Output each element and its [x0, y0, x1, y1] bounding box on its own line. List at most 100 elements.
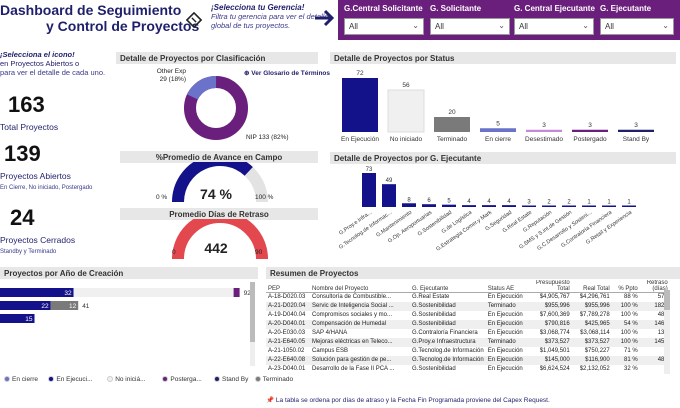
status-bar-value: 3 — [634, 122, 638, 129]
donut-slice-other[interactable] — [181, 73, 250, 142]
table-cell: 54 % — [611, 319, 640, 329]
year-bar-no-iniciado[interactable] — [73, 288, 234, 297]
ejecutante-bar[interactable] — [502, 205, 516, 207]
table-cell: 81 % — [611, 355, 640, 365]
ejecutante-bar[interactable] — [362, 173, 376, 207]
scrollbar-thumb[interactable] — [250, 282, 255, 342]
ejecutante-bar[interactable] — [462, 205, 476, 207]
legend-dot — [4, 376, 10, 383]
classification-donut[interactable] — [180, 72, 252, 144]
filter-central-ejecutante[interactable]: G. Central Ejecutante All ⌄ — [514, 4, 595, 36]
filter-ejecutante[interactable]: G. Ejecutante All ⌄ — [600, 4, 674, 36]
ejecutante-bar[interactable] — [602, 205, 616, 208]
table-header-cell[interactable]: Presupuesto Total — [529, 280, 572, 293]
tag-icon[interactable] — [185, 11, 203, 29]
table-cell: En Ejecución — [487, 366, 523, 372]
status-bar[interactable] — [572, 129, 608, 132]
gauge-fill — [172, 219, 268, 260]
scrollbar-thumb[interactable] — [664, 290, 670, 310]
search-icon: ⊕ — [244, 70, 252, 77]
table-header-cell[interactable]: % Ppto — [611, 280, 640, 293]
filter-label: G. Central Ejecutante — [514, 4, 595, 13]
glossary-label: Ver Glosario de Términos — [251, 70, 331, 77]
table-row[interactable]: A-21-1050.02 Campus ESB G.Tecnolog.de Info… — [266, 347, 670, 356]
resumen-table-wrap[interactable]: PEP Nombre del Proyecto G. Ejecutante Statu… — [266, 280, 680, 390]
table-header-cell[interactable]: Nombre del Proyecto — [310, 280, 410, 293]
status-bar[interactable] — [526, 129, 562, 132]
avance-min: 0 % — [156, 194, 168, 201]
status-bar[interactable] — [342, 78, 378, 132]
table-header-cell[interactable]: Retraso (días) — [639, 280, 670, 293]
scrollbar[interactable] — [250, 282, 255, 366]
status-bar[interactable] — [618, 129, 654, 132]
filter-central-solicitante[interactable]: G.Central Solicitante All ⌄ — [344, 4, 424, 36]
table-header-cell[interactable]: Real Total — [571, 280, 612, 293]
ejecutante-bar[interactable] — [522, 205, 536, 208]
table-cell: G.Tecnolog.de Información — [410, 355, 486, 365]
ejecutante-bar-value: 4 — [467, 199, 471, 205]
table-cell: $3,068,774 — [539, 330, 570, 336]
chevron-down-icon: ⌄ — [412, 21, 419, 30]
table-row[interactable]: A-21-E640.05 Mejoras eléctricas en Teleco… — [266, 337, 670, 347]
legend-item[interactable]: Posterga... — [162, 376, 202, 383]
closed-projects-sub: Standby y Terminado — [0, 249, 57, 255]
legend-item[interactable]: En cierre — [4, 376, 38, 383]
year-bar-total: 41 — [82, 303, 90, 310]
table-scrollbar[interactable] — [664, 290, 670, 374]
table-row[interactable]: A-18-D020.03 Consultoría de Combustible..… — [266, 293, 670, 302]
table-row[interactable]: A-23-D040.01 Desarrollo de la Fase II PCA… — [266, 365, 670, 374]
resumen-footnote: 📌 La tabla se ordena por días de atraso … — [266, 396, 550, 404]
status-bar[interactable] — [480, 128, 516, 132]
ejecutante-bar[interactable] — [482, 205, 496, 207]
year-bar-postergado[interactable] — [233, 288, 240, 297]
table-row[interactable]: A-21-D020.04 Servic de Inteligencia Socia… — [266, 301, 670, 311]
ejecutante-bar[interactable] — [542, 205, 556, 208]
legend-item[interactable]: Stand By — [214, 376, 248, 383]
filter-dropdown[interactable]: All ⌄ — [430, 18, 510, 35]
legend-dot — [48, 376, 55, 383]
glossary-link[interactable]: ⊕ Ver Glosario de Términos — [244, 69, 330, 77]
table-row[interactable]: A-20-D040.01 Compensación de Humedal G.Sos… — [266, 319, 670, 329]
ejecutante-bar[interactable] — [622, 205, 636, 208]
legend-item[interactable]: Terminado — [254, 376, 293, 383]
table-cell: G.Sostenibilidad — [410, 319, 486, 329]
year-bar-ejecucion[interactable] — [0, 301, 51, 310]
table-header-cell[interactable]: PEP — [266, 280, 310, 293]
ejecutante-bar[interactable] — [582, 205, 596, 208]
ejecutante-bar[interactable] — [382, 184, 396, 207]
table-row[interactable]: A-20-E030.03 SAP 4/HANA G.Contraloría Fina… — [266, 329, 670, 338]
total-projects-label: Total Proyectos — [0, 122, 59, 132]
open-projects-value[interactable]: 139 — [4, 141, 41, 166]
year-bar-terminado[interactable] — [50, 301, 79, 310]
ejecutante-bar[interactable] — [442, 204, 456, 207]
ejecutante-bar[interactable] — [562, 205, 576, 208]
year-bar-ejecucion[interactable] — [0, 314, 35, 323]
legend-item[interactable]: No iniciá... — [107, 376, 146, 383]
table-header-cell[interactable]: Status AE — [485, 280, 530, 293]
closed-projects-value[interactable]: 24 — [10, 205, 35, 230]
legend-item[interactable]: En Ejecuci... — [48, 376, 93, 383]
table-row[interactable]: A-22-E640.08 Solución para gestión de pe.… — [266, 355, 670, 365]
avance-title: %Promedio de Avance en Campo — [120, 151, 318, 163]
table-cell: $116,900 — [571, 355, 612, 365]
ejecutante-bar-value: 5 — [447, 199, 451, 205]
ejecutante-bar-chart: 73G.Proy.e Infra...49G.Tecnolog.de Infor… — [338, 167, 636, 253]
table-header-cell[interactable]: G. Ejecutante — [410, 280, 486, 293]
filter-solicitante[interactable]: G. Solicitante All ⌄ — [430, 4, 510, 36]
status-bar[interactable] — [434, 117, 470, 132]
kpi-note-line: en Proyectos Abiertos o — [0, 59, 80, 68]
filter-dropdown[interactable]: All ⌄ — [344, 18, 424, 35]
ejecutante-bar-value: 73 — [366, 167, 373, 173]
table-cell: 1456 — [639, 337, 670, 347]
ejecutante-bar[interactable] — [422, 204, 436, 207]
status-bar[interactable] — [387, 89, 425, 133]
ejecutante-bar[interactable] — [402, 203, 416, 207]
table-row[interactable]: A-19-D040.04 Compromisos sociales y mo...… — [266, 311, 670, 320]
ejecutante-bar-value: 2 — [567, 200, 571, 206]
filter-dropdown[interactable]: All ⌄ — [514, 18, 594, 35]
ejecutante-bar-value: 4 — [507, 199, 511, 205]
year-bar-ejecucion[interactable] — [0, 288, 74, 297]
classification-title: Detalle de Proyectos por Clasificación — [116, 52, 318, 64]
filter-dropdown[interactable]: All ⌄ — [600, 18, 674, 35]
table-cell: $4,905,767 — [539, 294, 570, 301]
